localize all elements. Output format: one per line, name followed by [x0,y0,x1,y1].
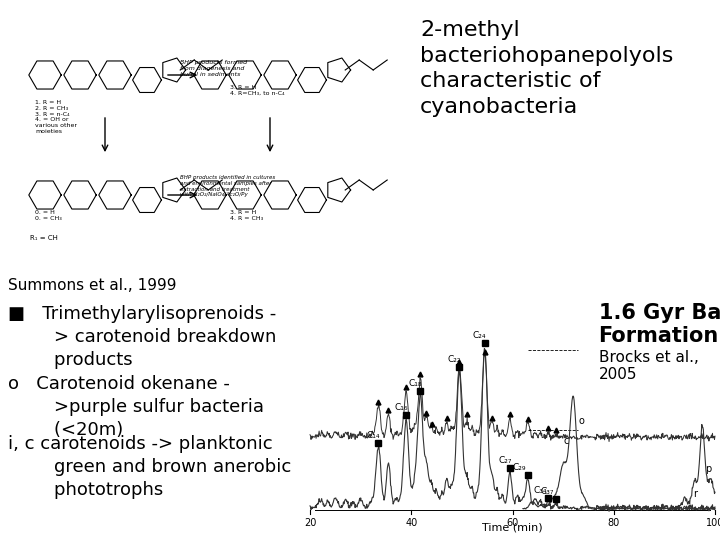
Text: 100: 100 [706,518,720,528]
Bar [310,295,715,525]
Text: C₁₆: C₁₆ [395,403,408,412]
Text: 0. = H
0. = CH₃: 0. = H 0. = CH₃ [35,210,62,221]
Text: ■   Trimethylarylisoprenoids -
        > carotenoid breakdown
        products: ■ Trimethylarylisoprenoids - > carotenoi… [8,305,276,369]
Text: o: o [578,416,584,427]
Text: 3. R = H
4. R=CH₃, to n-C₄: 3. R = H 4. R=CH₃, to n-C₄ [230,85,284,96]
Text: C₂₄: C₂₄ [473,330,487,340]
Text: i, c carotenoids -> planktonic
        green and brown anerobic
        phototro: i, c carotenoids -> planktonic green and… [8,435,292,499]
Text: 20: 20 [304,518,316,528]
Text: C₂₂: C₂₂ [448,355,461,364]
Text: C₂₉: C₂₉ [513,463,526,472]
Text: 3. R = H
4. R = CH₃: 3. R = H 4. R = CH₃ [230,210,263,221]
Text: BHP products formed
from diagenesis and
burial in sediments: BHP products formed from diagenesis and … [180,60,247,77]
Text: BHP products identified in cultures
and environmental samples after
extraction a: BHP products identified in cultures and … [180,175,275,198]
Text: 2-methyl
bacteriohopanepolyols
characteristic of
cyanobacteria: 2-methyl bacteriohopanepolyols character… [420,20,673,117]
Text: c: c [563,435,569,445]
Text: 60: 60 [506,518,518,528]
Text: R₁ = CH: R₁ = CH [30,235,58,241]
Text: r: r [693,489,697,499]
Text: Time (min): Time (min) [482,523,543,533]
Text: C₃₇: C₃₇ [541,487,554,496]
Text: C₂₇: C₂₇ [498,456,512,465]
Text: C₃₄: C₃₄ [534,485,546,495]
Text: o   Carotenoid okenane -
        >purple sulfur bacteria
        (<20m): o Carotenoid okenane - >purple sulfur ba… [8,375,264,439]
Text: p: p [706,463,711,474]
Text: 80: 80 [608,518,620,528]
Text: 1. R = H
2. R = CH₃
3. R = n-C₄
4. = OH or
various other
moieties: 1. R = H 2. R = CH₃ 3. R = n-C₄ 4. = OH … [35,100,77,134]
Text: Brocks et al.,
2005: Brocks et al., 2005 [598,350,698,382]
Bar [5,10,375,270]
Text: 40: 40 [405,518,418,528]
Text: C₁₈: C₁₈ [409,379,422,388]
Text: Summons et al., 1999: Summons et al., 1999 [8,278,176,293]
Text: 1.6 Gyr Barney Creek
Formation: 1.6 Gyr Barney Creek Formation [598,303,720,346]
Text: C₁₄: C₁₄ [366,430,380,440]
